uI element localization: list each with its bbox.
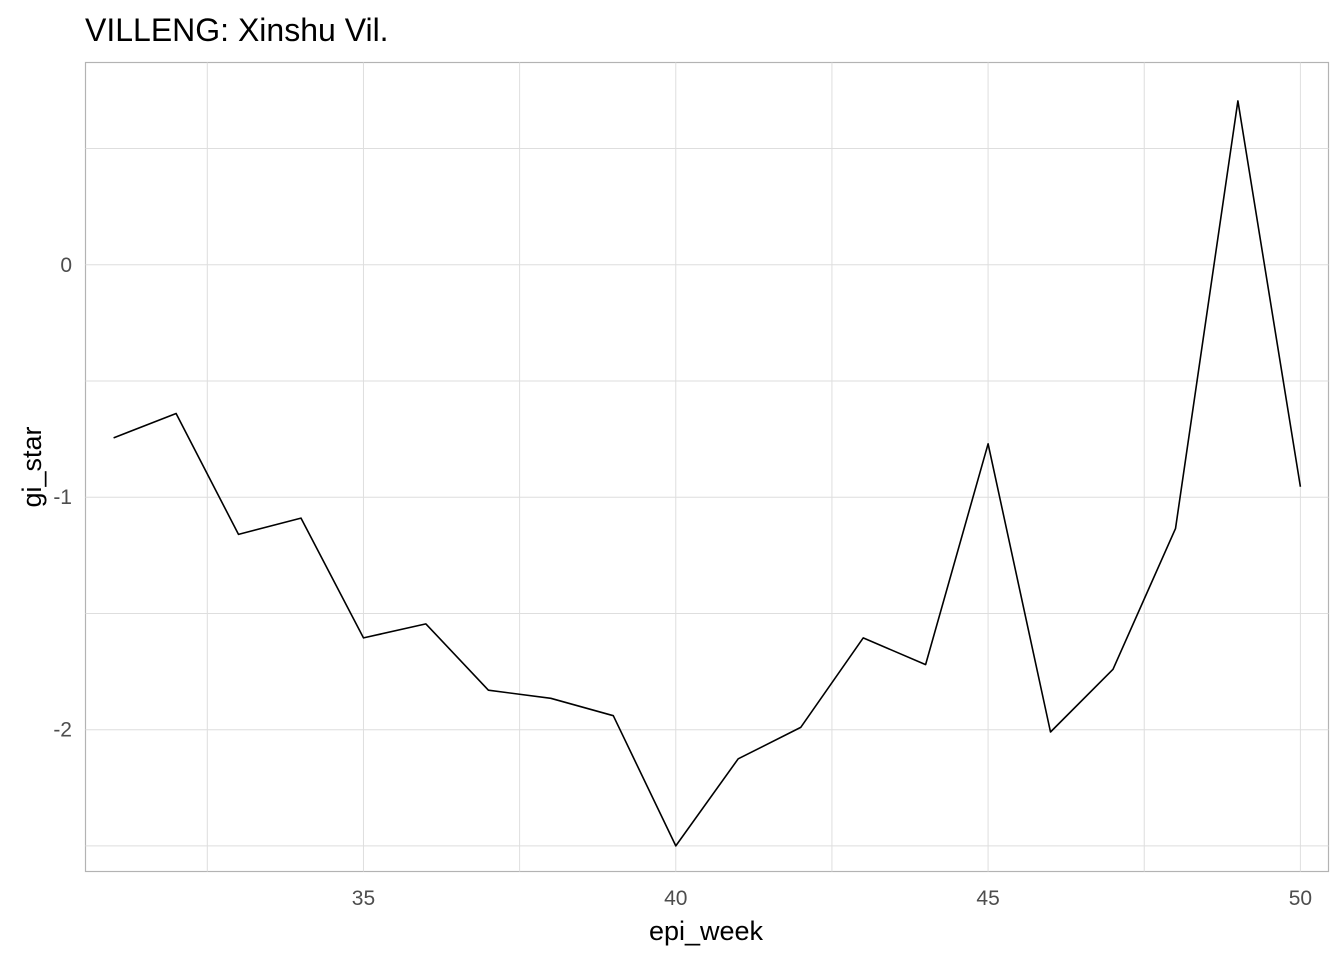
chart-title: VILLENG: Xinshu Vil. [85, 12, 389, 48]
x-axis-title: epi_week [649, 916, 764, 946]
y-tick-label: -2 [53, 719, 72, 742]
x-tick-label: 50 [1289, 887, 1312, 910]
grid-lines [85, 62, 1329, 872]
y-tick-label: 0 [60, 254, 72, 277]
series-group [113, 100, 1302, 847]
x-tick-label: 45 [976, 887, 999, 910]
x-tick-label: 35 [352, 887, 375, 910]
series-line [113, 100, 1302, 847]
panel-border [84, 61, 1330, 873]
x-axis: 35 40 45 50 [352, 887, 1312, 910]
y-axis: 0 -1 -2 [53, 254, 72, 742]
x-tick-label: 40 [664, 887, 687, 910]
y-axis-title: gi_star [17, 426, 47, 507]
y-tick-label: -1 [53, 486, 72, 509]
